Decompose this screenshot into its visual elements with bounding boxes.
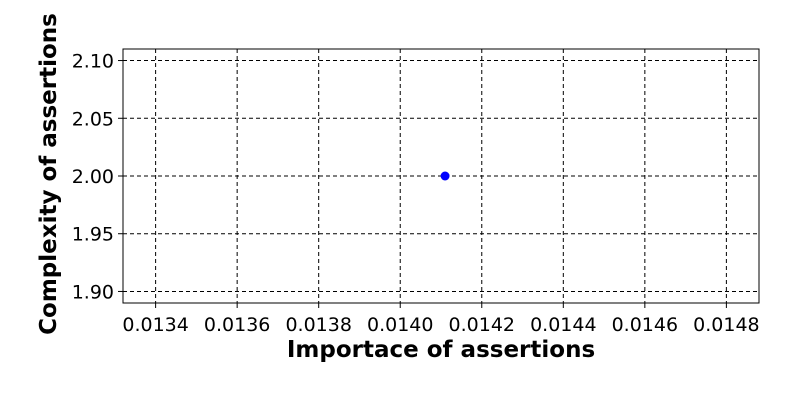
- x-tick-label: 0.0134: [122, 314, 188, 336]
- data-point: [440, 171, 450, 181]
- x-tick-label: 0.0136: [204, 314, 270, 336]
- y-axis-title: Complexity of assertions: [36, 13, 62, 335]
- x-tick-label: 0.0146: [612, 314, 678, 336]
- x-axis-ticks: 0.0134 0.0136 0.0138 0.0140 0.0142 0.0144 0.01…: [122, 303, 760, 336]
- y-tick-label: 1.95: [72, 224, 114, 246]
- x-tick-label: 0.0144: [530, 314, 596, 336]
- y-tick-label: 1.90: [72, 281, 114, 303]
- y-tick-label: 2.00: [72, 166, 114, 188]
- x-tick-label: 0.0140: [367, 314, 433, 336]
- y-tick-label: 2.05: [72, 108, 114, 130]
- y-tick-label: 2.10: [72, 51, 114, 73]
- x-tick-label: 0.0148: [693, 314, 759, 336]
- x-tick-label: 0.0142: [449, 314, 515, 336]
- x-axis-title: Importace of assertions: [287, 337, 595, 363]
- y-axis-ticks: 1.90 1.95 2.00 2.05 2.10: [72, 51, 123, 303]
- x-tick-label: 0.0138: [285, 314, 351, 336]
- data-points: [440, 171, 450, 181]
